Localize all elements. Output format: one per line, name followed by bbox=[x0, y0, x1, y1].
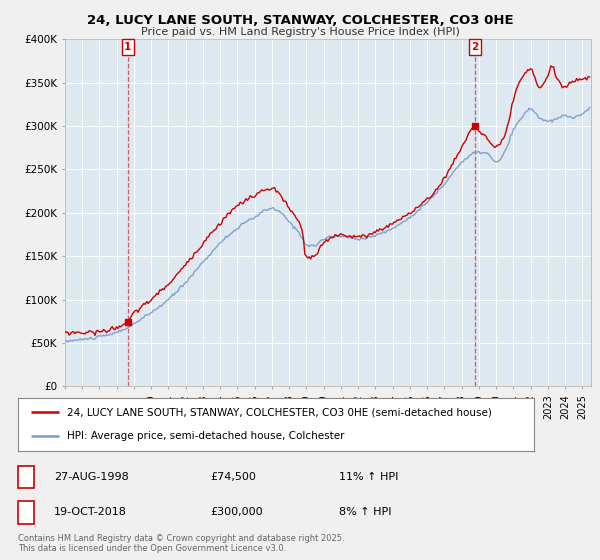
Text: 19-OCT-2018: 19-OCT-2018 bbox=[54, 507, 127, 517]
Text: £300,000: £300,000 bbox=[210, 507, 263, 517]
Text: 8% ↑ HPI: 8% ↑ HPI bbox=[339, 507, 391, 517]
Text: Price paid vs. HM Land Registry's House Price Index (HPI): Price paid vs. HM Land Registry's House … bbox=[140, 27, 460, 37]
Text: 24, LUCY LANE SOUTH, STANWAY, COLCHESTER, CO3 0HE (semi-detached house): 24, LUCY LANE SOUTH, STANWAY, COLCHESTER… bbox=[67, 408, 492, 418]
Text: HPI: Average price, semi-detached house, Colchester: HPI: Average price, semi-detached house,… bbox=[67, 431, 344, 441]
Text: 1: 1 bbox=[124, 42, 131, 52]
Text: 11% ↑ HPI: 11% ↑ HPI bbox=[339, 472, 398, 482]
Text: Contains HM Land Registry data © Crown copyright and database right 2025.
This d: Contains HM Land Registry data © Crown c… bbox=[18, 534, 344, 553]
Text: 2: 2 bbox=[472, 42, 479, 52]
Text: £74,500: £74,500 bbox=[210, 472, 256, 482]
Text: 1: 1 bbox=[22, 472, 30, 482]
Text: 2: 2 bbox=[22, 507, 30, 517]
Text: 27-AUG-1998: 27-AUG-1998 bbox=[54, 472, 129, 482]
Text: 24, LUCY LANE SOUTH, STANWAY, COLCHESTER, CO3 0HE: 24, LUCY LANE SOUTH, STANWAY, COLCHESTER… bbox=[86, 14, 514, 27]
